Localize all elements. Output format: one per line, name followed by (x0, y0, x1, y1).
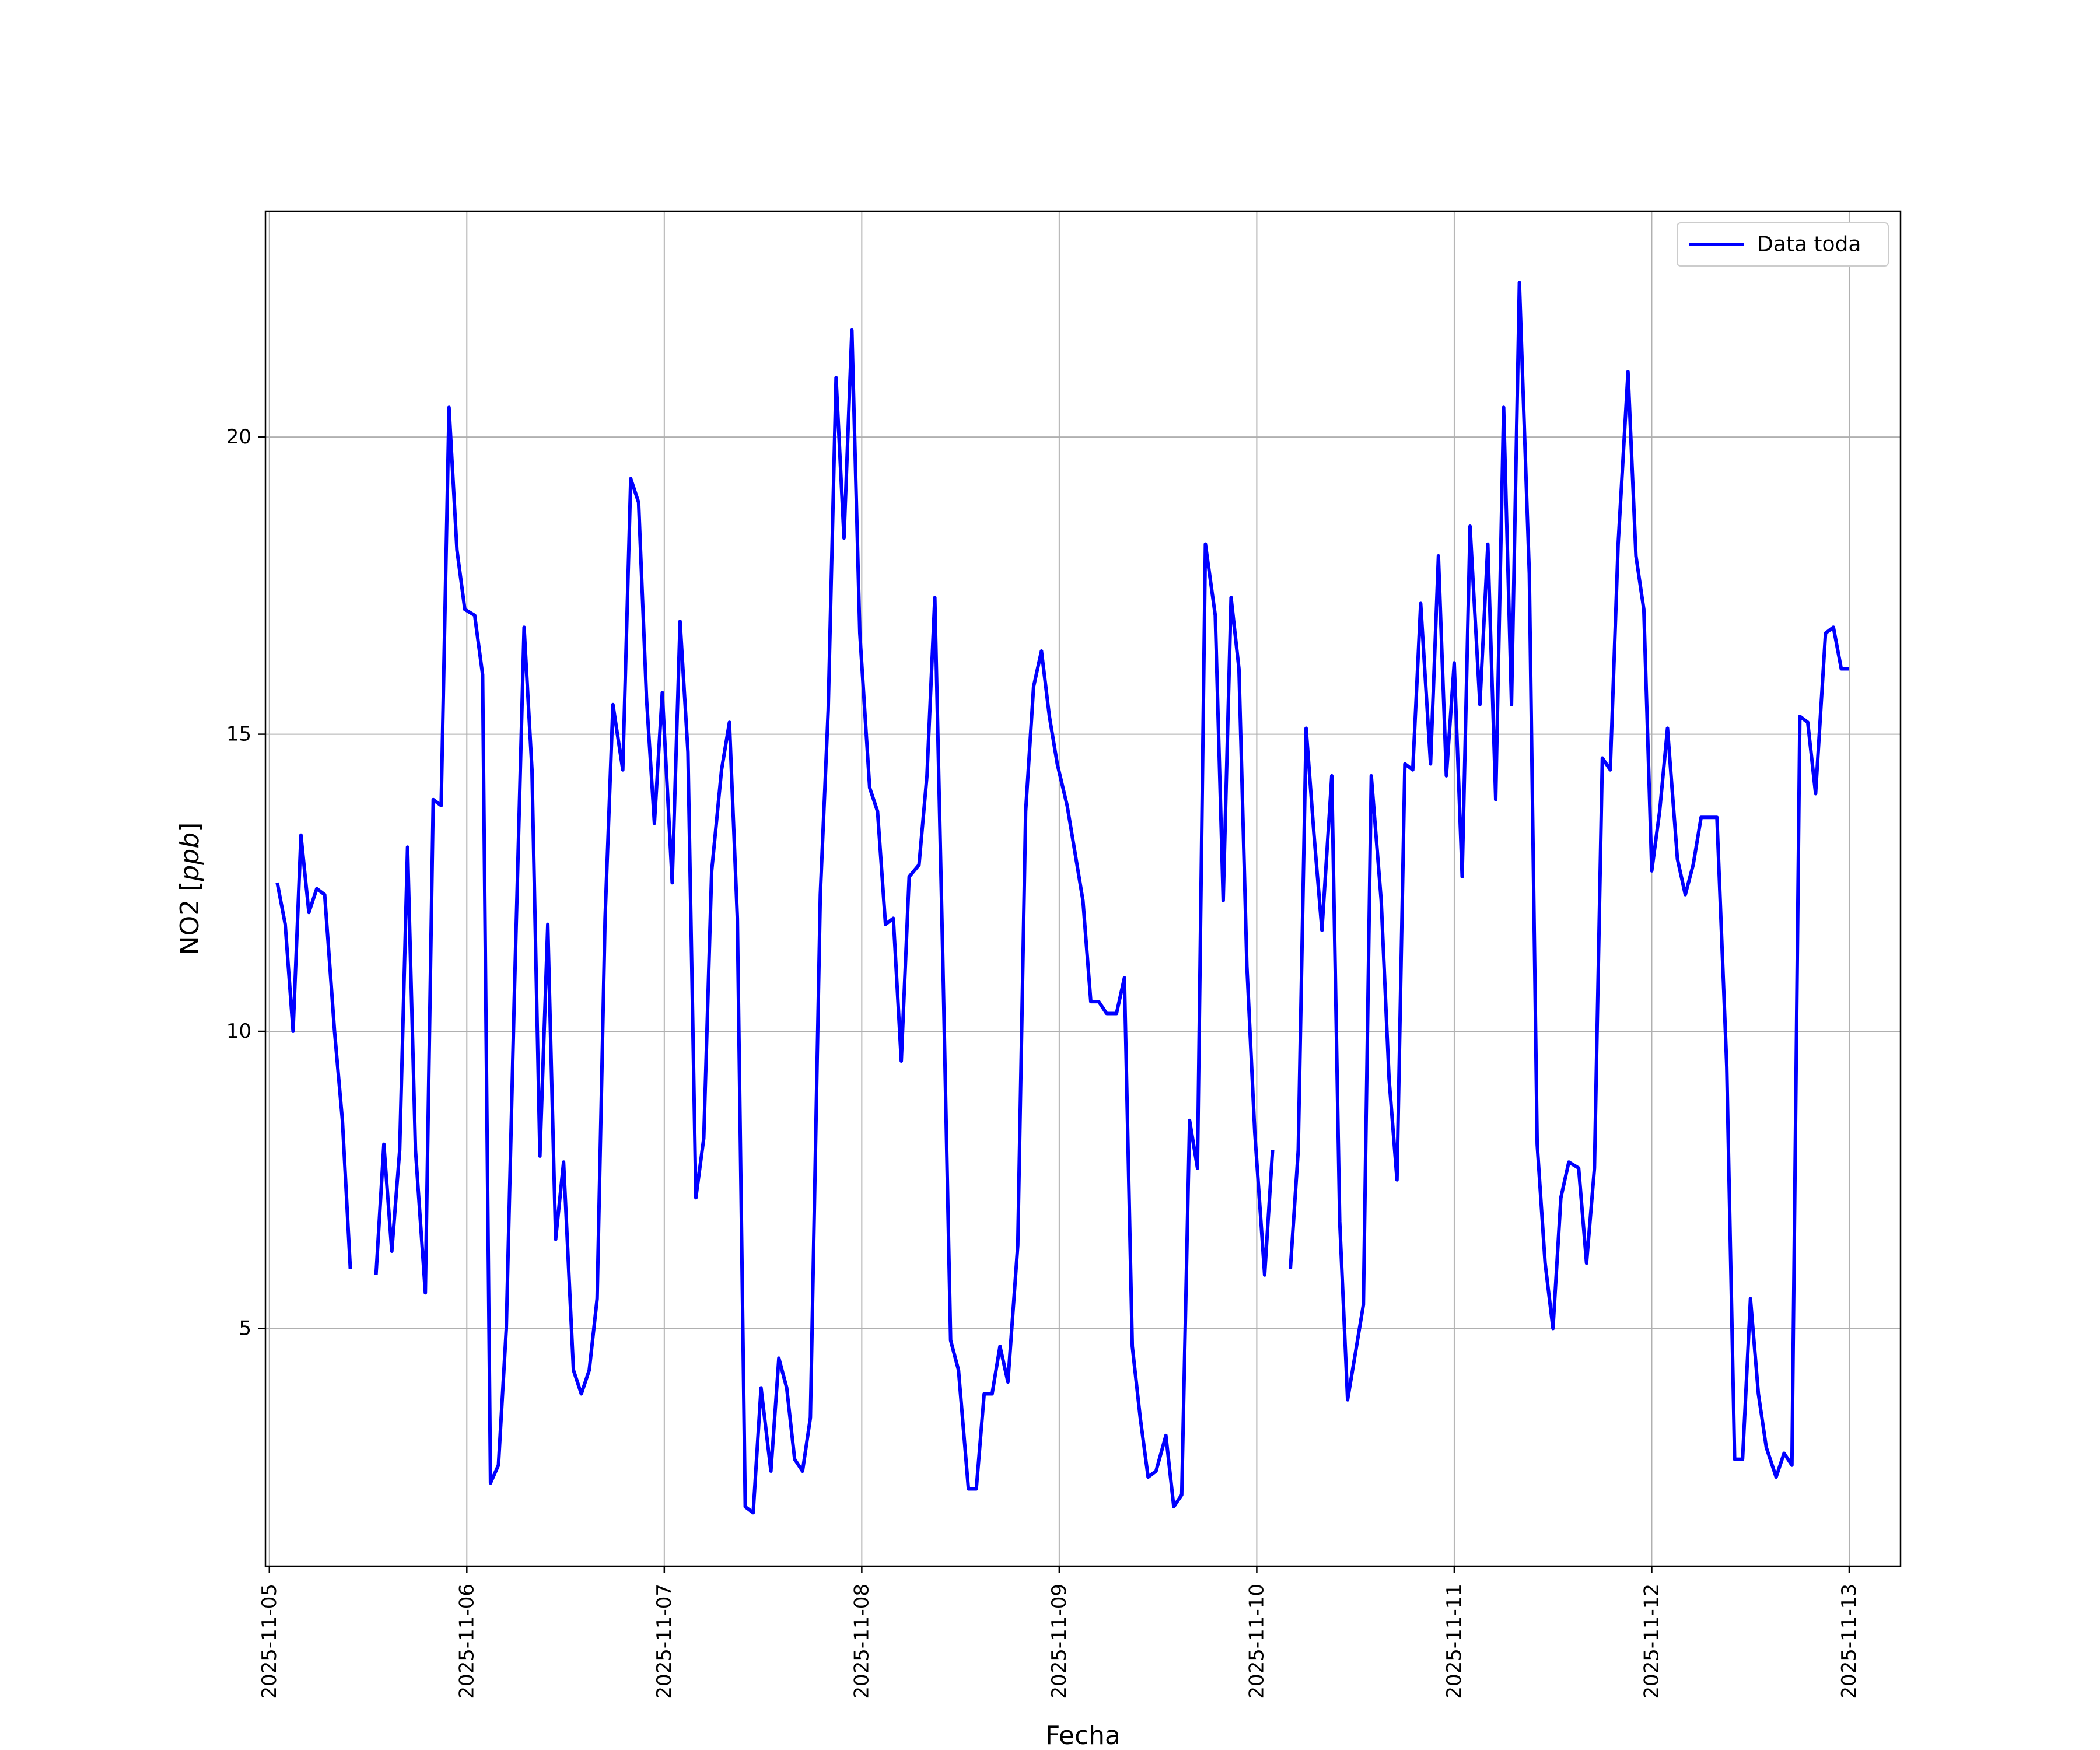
y-axis-label-close: ] (175, 822, 205, 832)
series-line-0-segment-2 (1289, 281, 1849, 1479)
x-tick-label-5: 2025-11-10 (1245, 1584, 1268, 1699)
x-tick-label-2: 2025-11-07 (653, 1584, 676, 1699)
y-tick-label-0: 5 (239, 1317, 251, 1340)
x-axis-label: Fecha (1045, 1721, 1121, 1750)
x-tick-label-0: 2025-11-05 (258, 1584, 281, 1699)
y-tick-label-2: 15 (226, 723, 251, 746)
series-line-0-segment-1 (374, 328, 1275, 1515)
series-line-0-segment-0 (275, 833, 352, 1269)
x-tick-label-7: 2025-11-12 (1640, 1584, 1663, 1699)
legend: Data toda (1676, 222, 1889, 267)
series-layer (275, 281, 1849, 1515)
y-axis-label-unit: ppb (175, 832, 205, 882)
x-tick-label-1: 2025-11-06 (455, 1584, 478, 1699)
y-axis-label: NO2 [ppb] (175, 822, 205, 956)
x-tick-label-8: 2025-11-13 (1838, 1584, 1861, 1699)
grid (265, 211, 1901, 1566)
x-tick-label-6: 2025-11-11 (1443, 1584, 1466, 1699)
legend-entry-label: Data toda (1757, 233, 1861, 257)
y-tick-label-1: 10 (226, 1020, 251, 1043)
y-axis-label-text: NO2 [ (175, 881, 205, 956)
x-tick-label-4: 2025-11-09 (1048, 1584, 1071, 1699)
x-tick-label-3: 2025-11-08 (850, 1584, 873, 1699)
y-tick-label-3: 20 (226, 425, 251, 449)
plot-frame (264, 210, 1902, 1567)
ticks: 2025-11-05 2025-11-06 2025-11-07 2025-11-08… (226, 425, 1861, 1699)
legend-box (1676, 222, 1889, 267)
